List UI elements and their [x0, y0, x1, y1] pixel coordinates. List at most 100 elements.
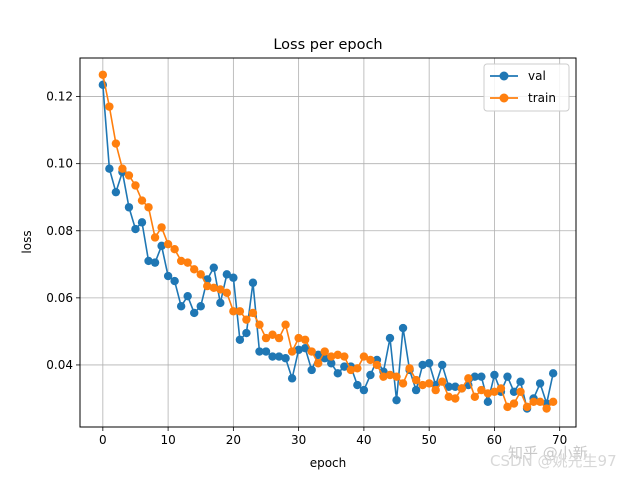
val-point — [300, 343, 310, 353]
train-point — [157, 223, 166, 232]
train-point — [353, 364, 362, 373]
train-point — [216, 285, 225, 294]
val-point — [548, 369, 558, 378]
val-point — [268, 352, 277, 361]
val-point — [483, 397, 493, 407]
train-point — [287, 347, 297, 356]
train-point — [359, 352, 369, 361]
train-point — [346, 365, 356, 375]
val-point — [274, 352, 284, 361]
val-point — [281, 354, 290, 363]
train-point — [418, 380, 427, 390]
train-point — [327, 352, 336, 361]
train-point — [124, 171, 134, 180]
train-point — [268, 330, 277, 339]
val-point — [314, 350, 323, 360]
val-point — [255, 347, 264, 356]
legend-val-label: val — [528, 69, 546, 83]
train-point — [203, 281, 212, 291]
val-point — [353, 380, 362, 390]
val-point — [327, 359, 336, 368]
val-point — [535, 379, 545, 388]
val-point — [196, 302, 205, 311]
train-point — [464, 374, 473, 383]
legend-box — [483, 63, 570, 112]
x-tick-label: 60 — [487, 433, 502, 447]
train-point — [542, 404, 551, 413]
val-point — [490, 370, 499, 380]
train-point — [333, 350, 342, 360]
train-point — [451, 394, 460, 403]
train-point — [529, 397, 538, 407]
train-series — [98, 70, 558, 413]
train-point — [405, 364, 414, 373]
train-point — [470, 392, 480, 402]
train-point — [274, 333, 284, 343]
train-point — [137, 196, 147, 205]
legend-train-label: train — [528, 91, 556, 105]
val-point — [398, 323, 408, 333]
train-point — [255, 320, 264, 329]
val-point — [131, 224, 140, 234]
train-point — [98, 70, 108, 79]
y-tick-label: 0.06 — [46, 291, 73, 305]
val-point — [176, 302, 186, 311]
val-point — [124, 203, 134, 212]
val-point — [411, 385, 421, 395]
train-point — [444, 392, 453, 402]
val-point — [170, 276, 179, 286]
train-point — [118, 164, 127, 173]
train-point — [503, 402, 512, 412]
train-point — [509, 399, 519, 408]
train-point — [385, 370, 395, 380]
val-point — [261, 347, 271, 356]
val-point — [157, 241, 166, 251]
train-point — [548, 397, 558, 407]
watermark-csdn: CSDN @姚先生97 — [490, 452, 617, 470]
val-point — [235, 335, 245, 344]
train-point — [516, 387, 525, 396]
legend-train-marker — [499, 93, 509, 103]
x-tick-label: 40 — [356, 433, 371, 447]
val-point — [248, 278, 258, 287]
train-point — [522, 402, 532, 412]
train-point — [438, 377, 447, 386]
val-point — [287, 374, 297, 383]
val-point — [150, 258, 160, 267]
grid — [80, 58, 576, 427]
train-point — [496, 384, 506, 393]
val-point — [424, 359, 434, 368]
train-point — [163, 239, 173, 249]
y-tick-label: 0.12 — [46, 90, 73, 104]
train-point — [190, 265, 199, 274]
train-point — [170, 245, 179, 254]
train-point — [300, 335, 310, 344]
train-point — [392, 372, 401, 381]
val-point — [183, 291, 192, 301]
train-point — [105, 102, 114, 111]
val-point — [190, 308, 199, 318]
val-point — [111, 187, 121, 197]
train-point — [424, 379, 434, 388]
val-point — [470, 372, 480, 381]
train-point — [248, 308, 258, 318]
train-point — [366, 355, 375, 365]
val-point — [444, 382, 453, 391]
train-point — [229, 307, 238, 316]
val-point — [438, 360, 447, 370]
plot-frame — [79, 57, 577, 428]
x-tick-label: 70 — [552, 433, 567, 447]
train-point — [340, 352, 349, 361]
val-point — [385, 333, 395, 343]
val-point — [333, 369, 342, 378]
val-point — [105, 164, 114, 173]
train-point — [111, 139, 121, 148]
val-point — [509, 387, 519, 396]
train-point — [431, 385, 440, 395]
legend: val train — [483, 63, 570, 112]
val-point — [359, 385, 369, 395]
train-point — [261, 333, 271, 343]
train-point — [235, 307, 245, 316]
train-point — [535, 397, 545, 407]
